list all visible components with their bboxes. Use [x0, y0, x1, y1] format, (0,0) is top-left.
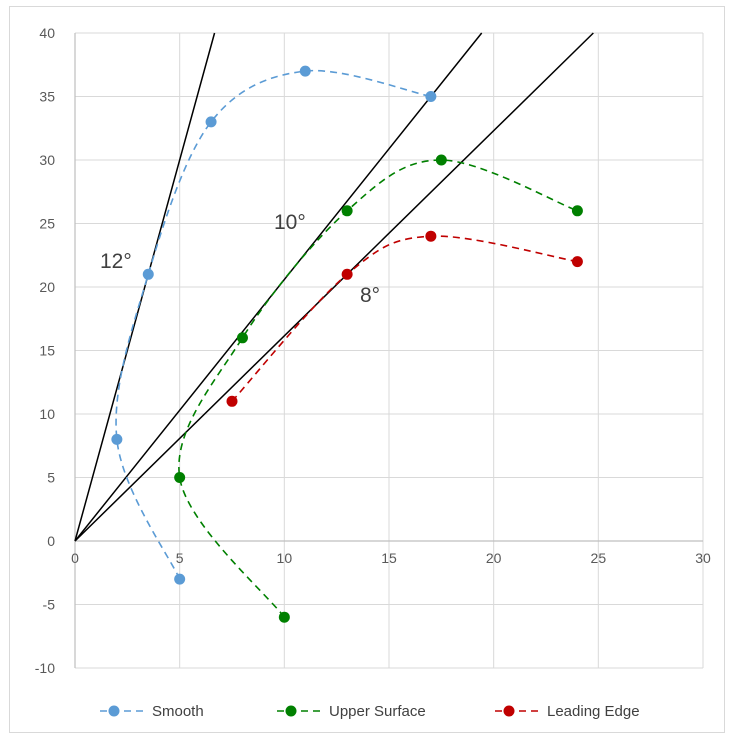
y-tick-label: -5	[43, 597, 56, 613]
legend-label: Leading Edge	[547, 703, 640, 720]
reference-line	[74, 32, 594, 542]
data-point	[571, 256, 583, 268]
x-tick-label: 10	[277, 550, 293, 566]
data-point	[425, 230, 437, 242]
legend: Smooth Upper Surface Leading Edge	[100, 703, 640, 720]
reference-line	[74, 32, 216, 542]
legend-label: Upper Surface	[329, 703, 426, 720]
reference-line-label: 8°	[360, 284, 380, 307]
legend-label: Smooth	[152, 703, 204, 720]
data-point	[226, 395, 238, 407]
data-point	[278, 611, 290, 623]
y-tick-label: 0	[47, 533, 55, 549]
x-tick-label: 0	[71, 550, 79, 566]
data-point	[174, 573, 186, 585]
data-point	[341, 205, 353, 217]
data-point	[111, 433, 123, 445]
y-tick-label: 15	[39, 343, 55, 359]
reference-lines	[74, 32, 594, 542]
data-point	[205, 116, 217, 128]
reference-line	[74, 32, 483, 542]
legend-marker	[285, 705, 297, 717]
data-point	[435, 154, 447, 166]
chart-border	[9, 6, 725, 733]
series-line	[231, 235, 578, 402]
tick-labels: 0 5 10 15 20 25 30 -10 -5 0 5 10 15 20 25 30 35 40	[35, 25, 711, 676]
series-line	[178, 159, 578, 618]
x-tick-label: 5	[176, 550, 184, 566]
data-point	[341, 268, 353, 280]
series	[111, 65, 583, 623]
y-tick-label: 40	[39, 25, 55, 41]
legend-marker	[108, 705, 120, 717]
x-tick-label: 25	[591, 550, 607, 566]
x-tick-label: 20	[486, 550, 502, 566]
x-tick-label: 30	[695, 550, 711, 566]
x-tick-label: 15	[381, 550, 397, 566]
reference-line-label: 10°	[274, 211, 306, 234]
y-tick-label: 30	[39, 152, 55, 168]
reference-line-label: 12°	[100, 250, 132, 273]
legend-marker	[503, 705, 515, 717]
y-tick-label: 10	[39, 406, 55, 422]
data-point	[425, 91, 437, 102]
data-point	[299, 65, 311, 77]
axes	[74, 33, 703, 668]
y-tick-label: 5	[47, 470, 55, 486]
y-tick-label: -10	[35, 660, 55, 676]
y-tick-label: 25	[39, 216, 55, 232]
data-point	[571, 205, 583, 217]
data-point	[142, 268, 154, 280]
data-point	[236, 332, 248, 344]
y-tick-label: 20	[39, 279, 55, 295]
y-tick-label: 35	[39, 89, 55, 105]
reference-line-labels: 12° 10° 8°	[100, 211, 380, 307]
data-point	[174, 472, 186, 483]
